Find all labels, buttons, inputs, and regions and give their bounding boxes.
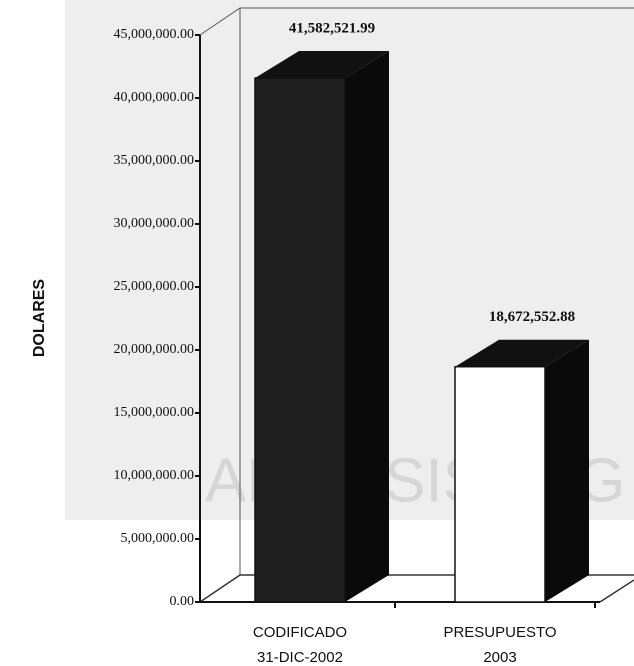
y-tick-label: 15,000,000.00 (114, 405, 195, 420)
y-tick-label: 5,000,000.00 (121, 531, 195, 546)
bar-side (545, 339, 589, 602)
y-tick-label: 10,000,000.00 (114, 468, 195, 483)
bar (254, 77, 346, 603)
bar-side (345, 51, 389, 602)
y-tick-label: 35,000,000.00 (114, 153, 195, 168)
floor-edge (599, 579, 634, 603)
y-axis-label: DOLARES (31, 279, 48, 358)
y-tick-label: 20,000,000.00 (114, 342, 195, 357)
x-tick-label: 31-DIC-2002 (257, 649, 343, 666)
y-tick-label: 25,000,000.00 (114, 279, 195, 294)
bar-top (455, 339, 589, 367)
x-tick-label: PRESUPUESTO (443, 624, 556, 641)
y-tick-label: 40,000,000.00 (114, 90, 195, 105)
bar (454, 365, 546, 603)
y-tick-label: 45,000,000.00 (114, 27, 195, 42)
value-label: 18,672,552.88 (489, 309, 575, 325)
y-tick-label: 0.00 (170, 594, 195, 609)
value-label: 41,582,521.99 (289, 20, 375, 36)
y-tick-label: 30,000,000.00 (114, 216, 195, 231)
bar-top (255, 51, 389, 79)
x-tick-label: CODIFICADO (253, 624, 347, 641)
x-tick-label: 2003 (483, 649, 516, 666)
